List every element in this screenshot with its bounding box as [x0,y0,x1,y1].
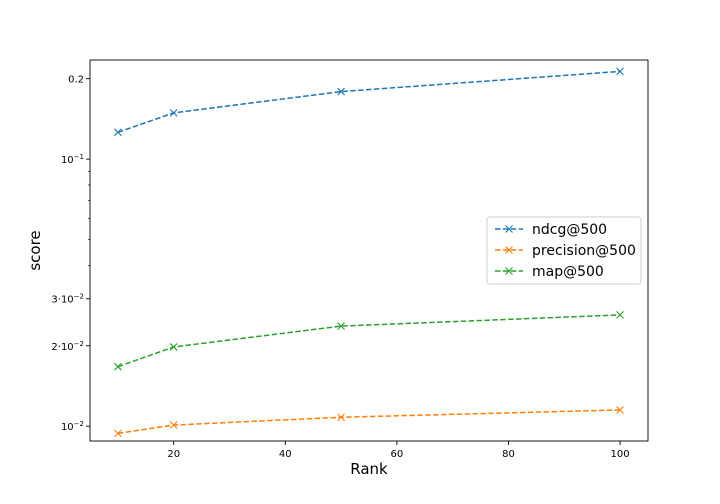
axes-frame [89,59,649,442]
series-2-point-2 [337,322,345,330]
legend-frame [486,216,642,285]
series-1-point-2 [337,413,345,422]
series-0-point-1 [169,108,178,117]
series-1-point-1 [169,421,178,429]
series-2-point-3 [616,311,624,319]
series-line-2 [117,314,621,368]
y-tick-label-1: 2·10−2 [51,340,84,353]
series-1-point-0 [114,429,122,438]
x-tick-label-3: 80 [502,449,515,460]
x-tick-label-4: 100 [611,449,630,460]
legend-label-2: map@500 [532,264,604,280]
legend: ndcg@500 precision@500 map@500 [486,216,642,285]
x-tick-label-0: 20 [167,449,180,460]
legend-marker-1 [505,246,513,254]
legend-label-1: precision@500 [532,243,636,259]
series-2-point-0 [114,362,122,371]
series-2-point-1 [169,343,178,351]
legend-marker-0 [505,225,513,233]
series-0-point-3 [616,67,624,76]
plot-area: 20 40 60 80 100 10−2 2·10−2 3·10−2 10−1 0.2 [51,59,649,460]
legend-label-0: ndcg@500 [532,222,607,238]
y-tick-label-4: 0.2 [68,75,84,86]
x-tick-label-1: 40 [279,449,292,460]
series-0-point-2 [337,87,345,96]
y-axis-title: score [26,230,44,270]
series-line-0 [117,70,621,134]
y-tick-label-3: 10−1 [61,153,84,166]
y-tick-label-2: 3·10−2 [51,293,84,306]
x-tick-label-2: 60 [391,449,404,460]
series-0-point-0 [114,128,122,137]
y-tick-label-0: 10−2 [61,420,84,433]
series-1-point-3 [616,406,624,414]
series-line-1 [117,409,621,435]
x-axis-title: Rank [350,460,388,478]
legend-marker-2 [505,267,513,275]
